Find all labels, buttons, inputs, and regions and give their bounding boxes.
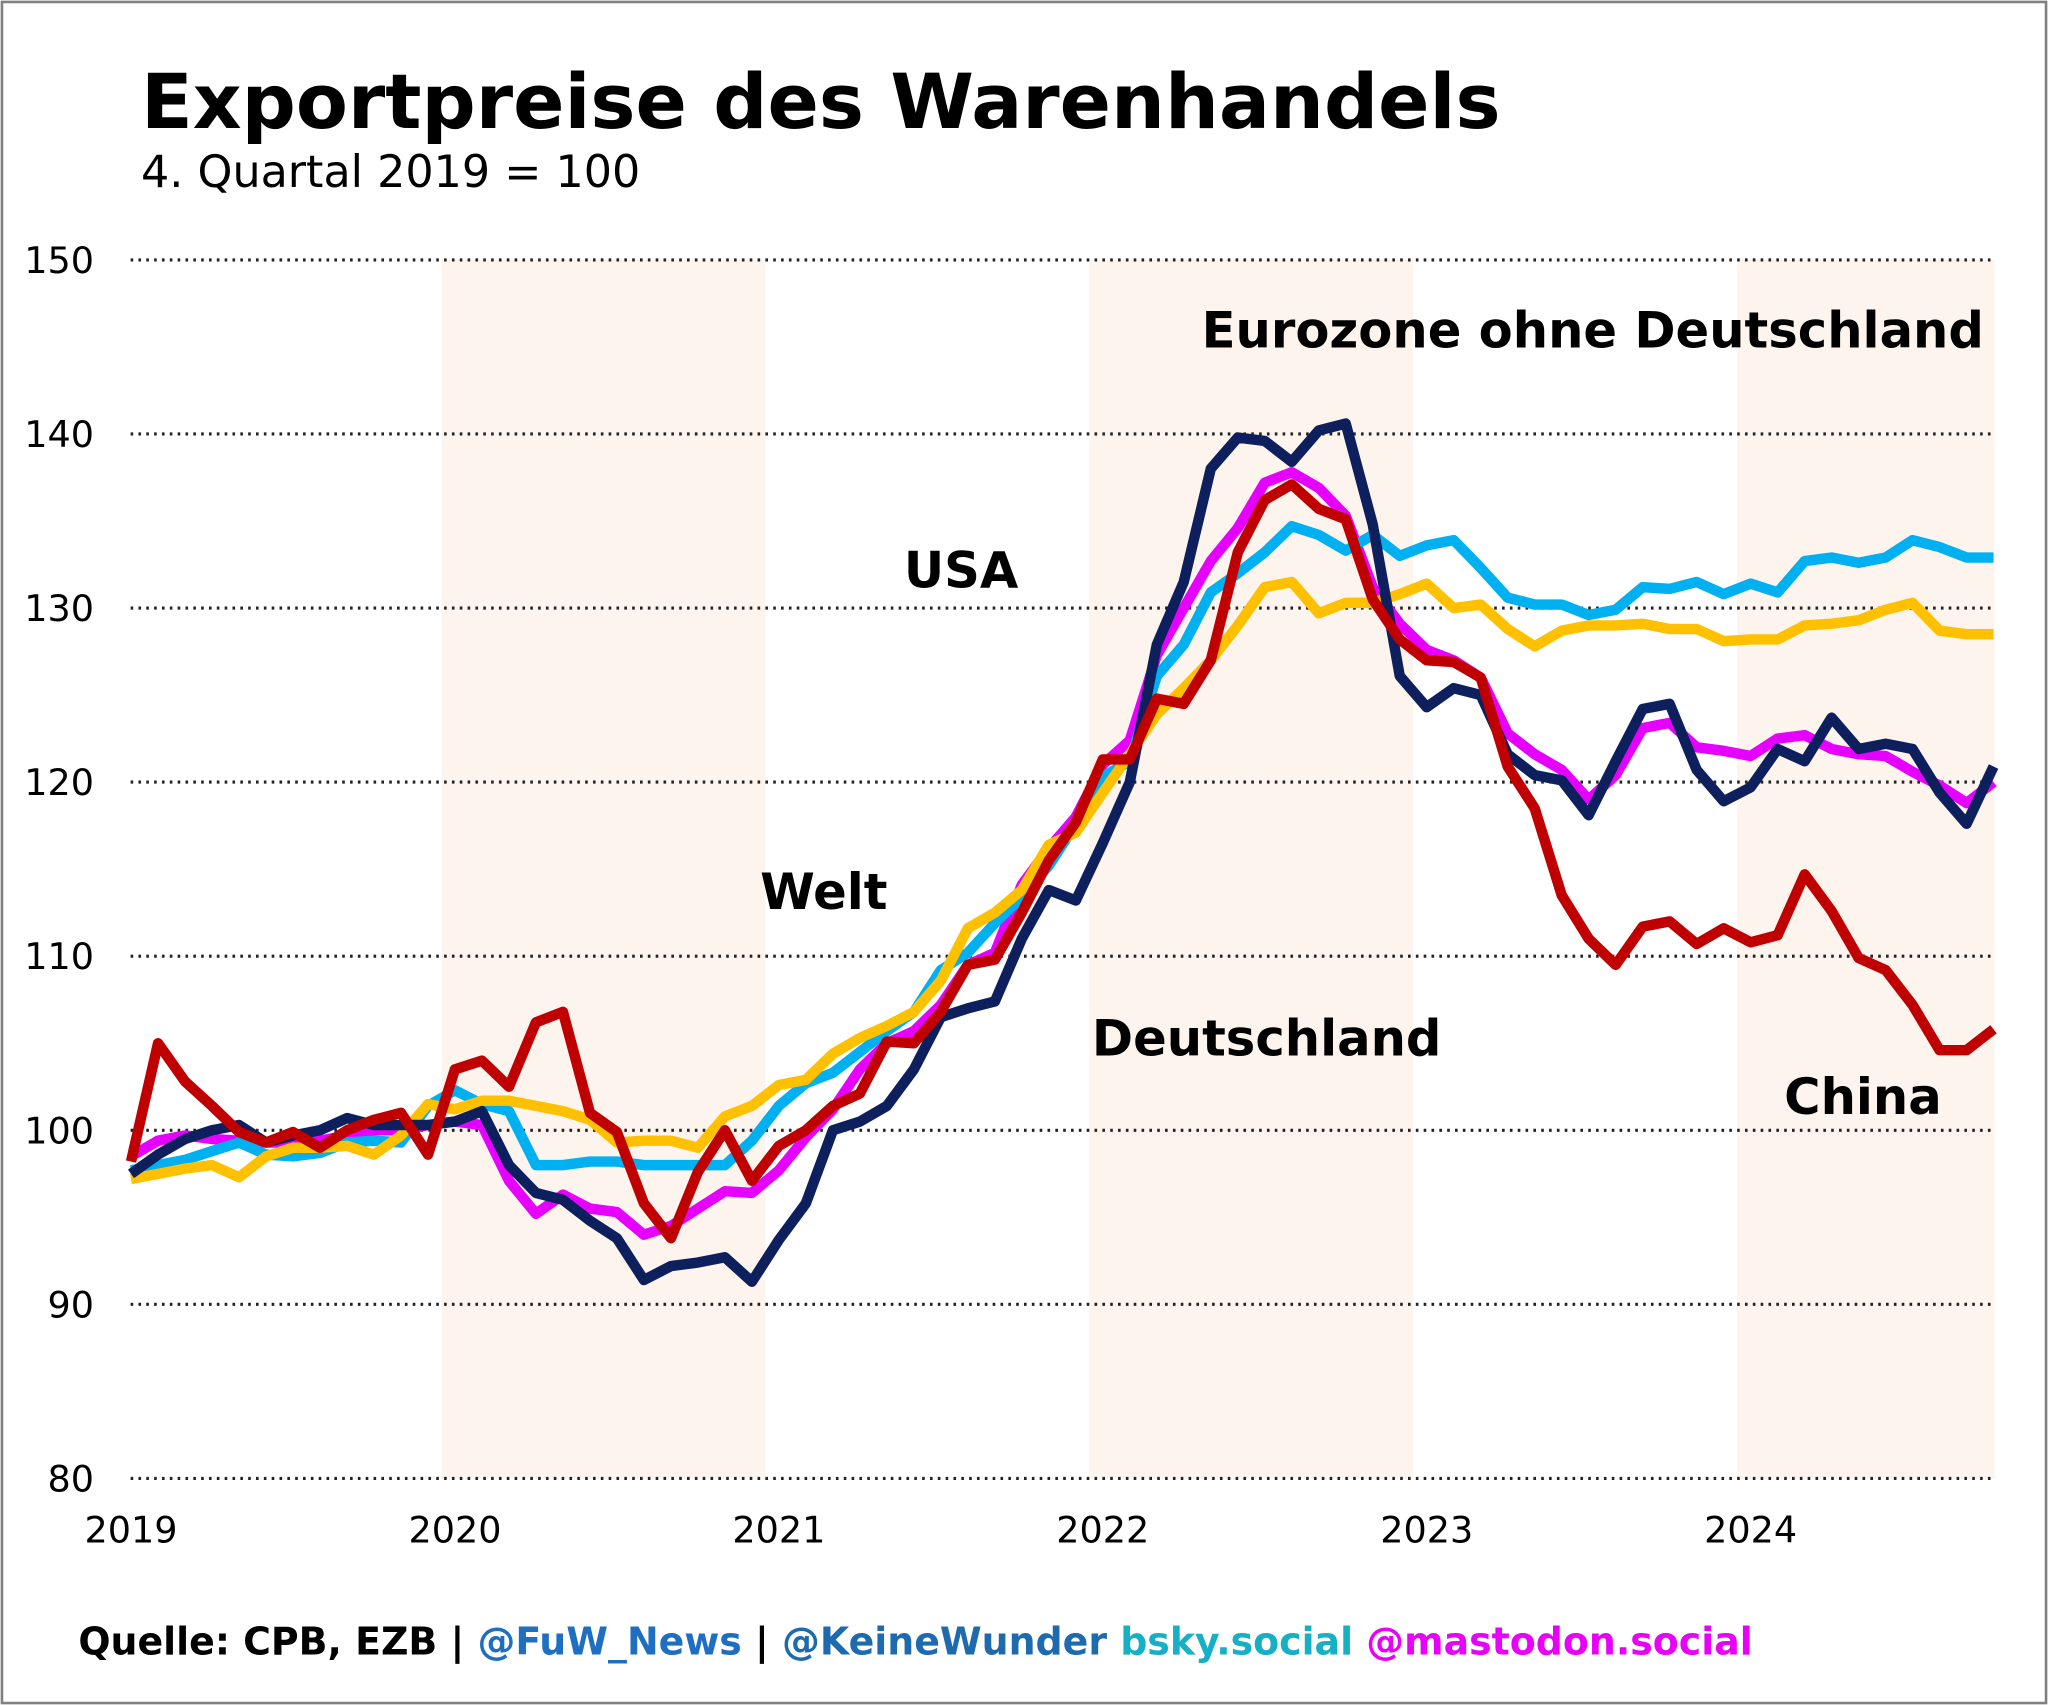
footer-bsky: bsky.social [1120, 1620, 1353, 1664]
series-lines [125, 418, 1999, 1287]
x-tick-label-2022: 2022 [1056, 1508, 1149, 1551]
y-tick-label-120: 120 [24, 761, 94, 804]
x-tick-label-2023: 2023 [1380, 1508, 1473, 1551]
series-label-china: China [1784, 1068, 1942, 1126]
shaded-year-bands [441, 259, 1995, 1479]
y-tick-label-150: 150 [24, 239, 94, 282]
source-footer: Quelle: CPB, EZB | @FuW_News | @KeineWun… [78, 1620, 1752, 1665]
shaded-band-2020 [441, 259, 766, 1479]
x-tick-label-2021: 2021 [732, 1508, 825, 1551]
gridlines [130, 258, 1995, 1480]
series-label-deutschland: Deutschland [1092, 1009, 1442, 1067]
x-tick-label-2024: 2024 [1704, 1508, 1797, 1551]
shaded-band-2024 [1737, 259, 1995, 1479]
series-label-eurozone: Eurozone ohne Deutschland [1202, 301, 1984, 359]
footer-handle-keinewunder: @KeineWunder [782, 1620, 1107, 1664]
y-tick-label-130: 130 [24, 587, 94, 630]
footer-separator: | [755, 1620, 769, 1665]
series-label-welt: Welt [760, 863, 887, 921]
y-axis-labels: 80 90 100 110 120 130 140 150 [24, 239, 94, 1501]
chart-subtitle: 4. Quartal 2019 = 100 [141, 147, 640, 198]
footer-handle-fuw: @FuW_News [477, 1620, 741, 1664]
series-line-china [125, 479, 1997, 1244]
x-axis-labels: 2019 2020 2021 2022 2023 2024 [85, 1508, 1798, 1551]
chart-title: Exportpreise des Warenhandels [141, 58, 1501, 146]
y-tick-label-140: 140 [24, 413, 94, 456]
x-tick-label-2019: 2019 [85, 1508, 178, 1551]
footer-source: Quelle: CPB, EZB | [78, 1620, 464, 1665]
y-tick-label-100: 100 [24, 1109, 94, 1152]
footer-mastodon: @mastodon.social [1366, 1620, 1752, 1664]
series-label-usa: USA [904, 542, 1019, 600]
y-tick-label-80: 80 [48, 1457, 95, 1500]
y-tick-label-90: 90 [48, 1283, 95, 1326]
y-tick-label-110: 110 [24, 935, 94, 978]
x-tick-label-2020: 2020 [408, 1508, 501, 1551]
